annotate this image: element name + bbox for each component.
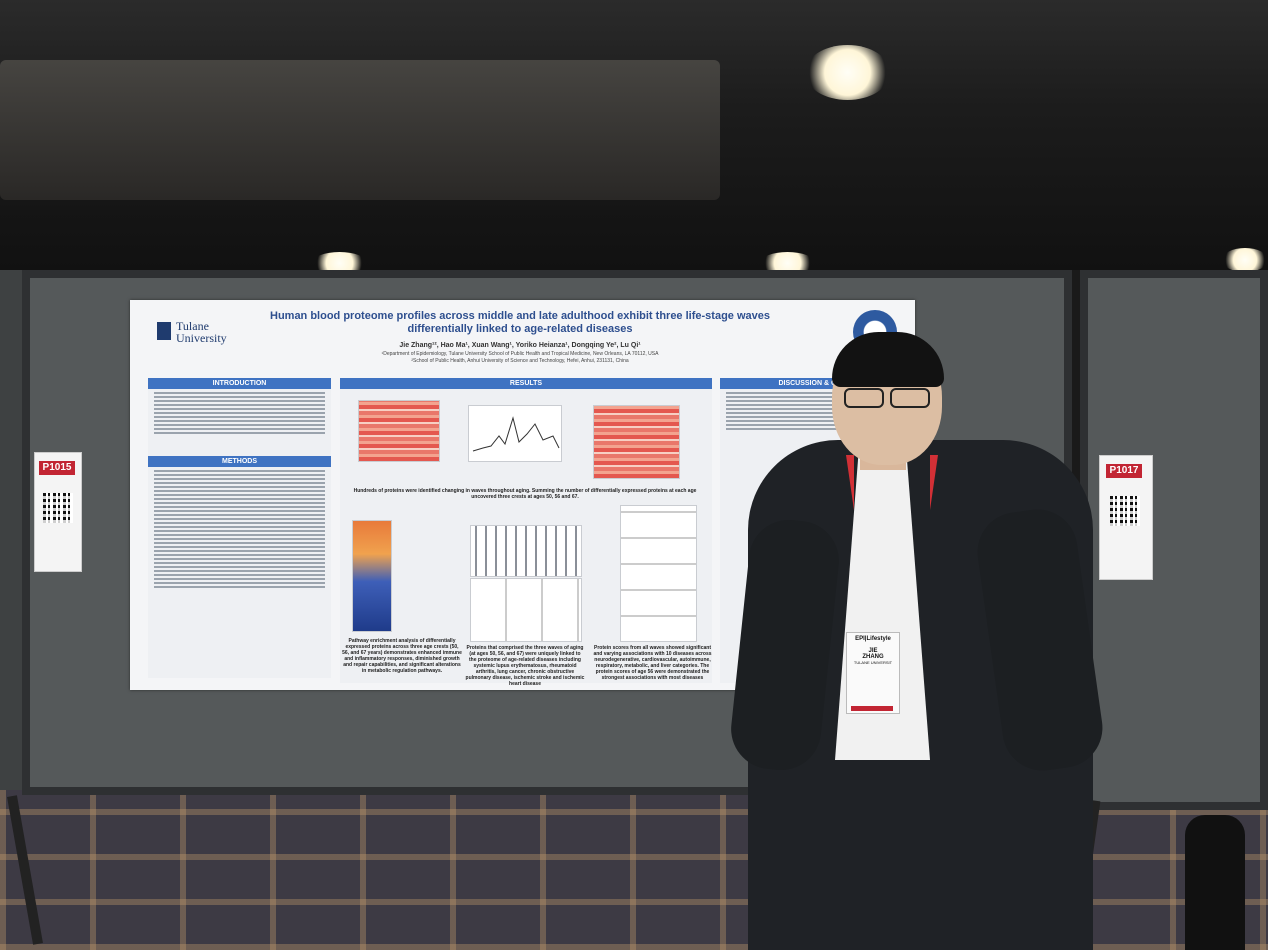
text-line [154,554,325,556]
results-caption: Hundreds of proteins were identified cha… [353,488,697,500]
text-line [154,518,325,520]
text-line [154,578,325,580]
text-line [154,582,325,584]
text-line [154,562,325,564]
university-logo: Tulane University [176,319,227,345]
pathway-caption: Pathway enrichment analysis of different… [342,638,462,674]
ceiling-duct [0,60,720,200]
text-line [726,428,904,430]
text-line [154,550,325,552]
text-line [726,424,904,426]
affiliation-line: ¹Department of Epidemiology, Tulane Univ… [381,351,659,357]
qr-code-icon [1110,496,1140,526]
text-line [154,490,325,492]
wave-line-plot [472,416,560,452]
column-left: INTRODUCTION METHODS [148,378,331,678]
poster-affiliation: ¹Department of Epidemiology, Tulane Univ… [240,351,800,365]
poster-authors: Jie Zhang¹², Hao Ma¹, Xuan Wang¹, Yoriko… [399,342,641,349]
text-line [154,412,325,414]
poster-board-left [0,270,22,790]
text-line [154,546,325,548]
heatmap-figure [358,400,440,462]
text-line [154,510,325,512]
text-line [154,494,325,496]
text-line [154,522,325,524]
poster-number-tag-right: P1017 [1099,455,1153,580]
protein-heatmap-figure [593,405,680,479]
text-line [726,396,904,398]
text-line [154,408,325,410]
glasses-icon [840,388,936,410]
badge-org: TULANE UNIVERSIT [853,660,893,665]
text-line [154,514,325,516]
text-line [726,416,904,418]
ceiling-light [1222,248,1268,272]
text-line [154,538,325,540]
name-badge: EPI|Lifestyle JIE ZHANG TULANE UNIVERSIT [846,632,900,714]
text-line [154,470,325,472]
line-plot-figure [468,405,562,462]
text-line [154,506,325,508]
text-line [154,424,325,426]
text-line [154,432,325,434]
background-person [1185,815,1245,950]
text-line [154,416,325,418]
section-heading: DISCUSSION & CONC [720,378,910,389]
text-line [154,474,325,476]
section-heading: INTRODUCTION [148,378,331,389]
text-line [154,400,325,402]
text-line [154,542,325,544]
text-line [154,530,325,532]
text-line [726,400,904,402]
text-line [154,558,325,560]
ceiling-light [312,252,367,274]
text-line [154,526,325,528]
text-line [154,478,325,480]
bar-chart-figure [470,525,582,577]
text-line [154,586,325,588]
text-line [154,534,325,536]
badge-first-name: JIE [868,648,878,654]
badge-event: EPI|Lifestyle [855,636,891,642]
tulane-shield-icon [157,322,171,340]
poster-number: P1017 [1106,464,1142,478]
text-line [154,420,325,422]
scores-caption: Protein scores from all waves showed sig… [593,645,712,681]
proteins-caption: Proteins that comprised the three waves … [465,645,585,687]
text-line [154,482,325,484]
text-line [154,404,325,406]
text-line [726,420,904,422]
text-line [154,498,325,500]
poster-board-right [1080,270,1268,810]
text-line [154,574,325,576]
poster-title: Human blood proteome profiles across mid… [270,310,770,335]
text-line [154,570,325,572]
poster-number: P1015 [39,461,75,475]
ceiling-light [805,45,890,100]
ceiling [0,0,1268,270]
text-line [726,404,904,406]
section-heading: RESULTS [340,378,712,389]
qr-code-icon [43,493,73,523]
text-line [726,408,904,410]
text-line [154,486,325,488]
forest-plots-figure [620,505,697,642]
badge-stripe [851,706,893,711]
text-line [154,566,325,568]
ceiling-light [760,252,815,274]
text-line [154,428,325,430]
text-line [154,392,325,394]
text-line [154,396,325,398]
text-line [154,502,325,504]
text-line [726,412,904,414]
pathway-heatmap-figure [352,520,392,632]
poster-number-tag-left: P1015 [34,452,82,572]
affiliation-line: ²School of Public Health, Anhui Universi… [411,358,629,364]
scatter-plots-figure [470,578,582,642]
section-heading: METHODS [148,456,331,467]
badge-last-name: ZHANG [862,654,884,660]
text-line [726,392,904,394]
person-hair [832,332,944,387]
